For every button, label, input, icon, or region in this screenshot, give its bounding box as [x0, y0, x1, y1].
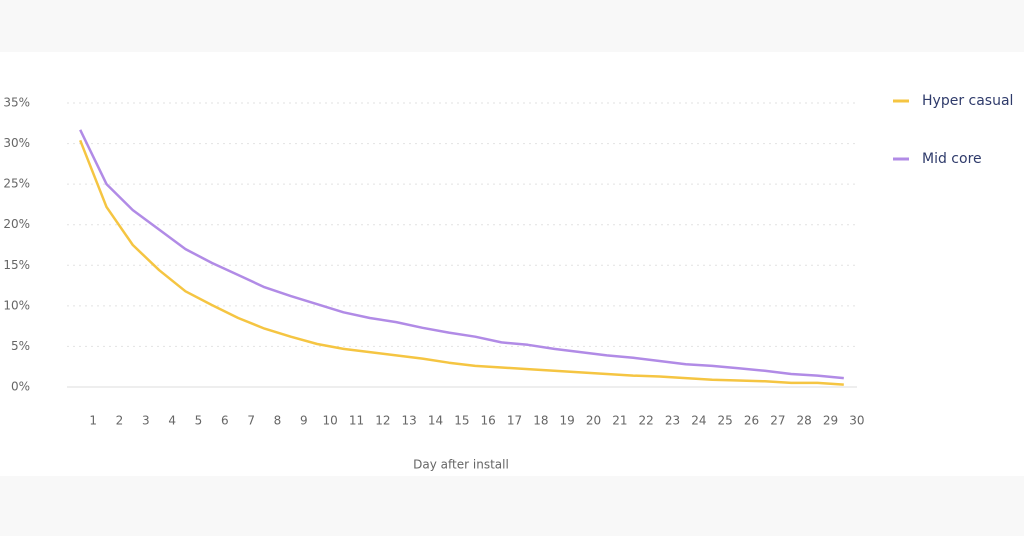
y-tick-label: 35%	[3, 96, 30, 110]
x-tick-label: 13	[402, 414, 417, 428]
x-tick-label: 25	[718, 414, 733, 428]
x-tick-label: 28	[797, 414, 812, 428]
x-tick-label: 15	[454, 414, 469, 428]
x-tick-label: 16	[481, 414, 496, 428]
x-axis-label: Day after install	[413, 458, 509, 472]
y-tick-label: 10%	[3, 298, 30, 312]
x-tick-label: 12	[375, 414, 390, 428]
y-tick-label: 25%	[3, 177, 30, 191]
bottom-band	[0, 476, 1024, 536]
x-tick-label: 6	[221, 414, 229, 428]
x-tick-label: 18	[533, 414, 548, 428]
x-tick-label: 29	[823, 414, 838, 428]
x-tick-label: 22	[639, 414, 654, 428]
x-tick-label: 4	[168, 414, 176, 428]
x-tick-label: 2	[116, 414, 124, 428]
x-tick-label: 17	[507, 414, 522, 428]
y-tick-label: 5%	[11, 339, 30, 353]
x-tick-label: 19	[560, 414, 575, 428]
y-tick-label: 20%	[3, 217, 30, 231]
x-tick-label: 5	[195, 414, 203, 428]
x-tick-label: 10	[323, 414, 338, 428]
legend-text: Hyper casual	[922, 93, 1013, 109]
x-tick-label: 14	[428, 414, 443, 428]
y-tick-label: 15%	[3, 258, 30, 272]
series-line	[79, 139, 844, 386]
x-tick-label: 11	[349, 414, 364, 428]
x-tick-label: 3	[142, 414, 150, 428]
x-tick-label: 26	[744, 414, 759, 428]
top-band	[0, 0, 1024, 52]
x-tick-label: 9	[300, 414, 308, 428]
x-tick-label: 24	[691, 414, 706, 428]
x-tick-label: 8	[274, 414, 282, 428]
x-tick-label: 27	[770, 414, 785, 428]
y-tick-label: 30%	[3, 136, 30, 150]
y-tick-label: 0%	[11, 380, 30, 394]
x-tick-label: 21	[612, 414, 627, 428]
x-tick-label: 23	[665, 414, 680, 428]
x-tick-label: 1	[89, 414, 97, 428]
x-tick-label: 7	[247, 414, 255, 428]
x-tick-label: 30	[849, 414, 864, 428]
legend-text: Mid core	[922, 151, 982, 167]
series-line	[79, 129, 844, 380]
x-tick-label: 20	[586, 414, 601, 428]
